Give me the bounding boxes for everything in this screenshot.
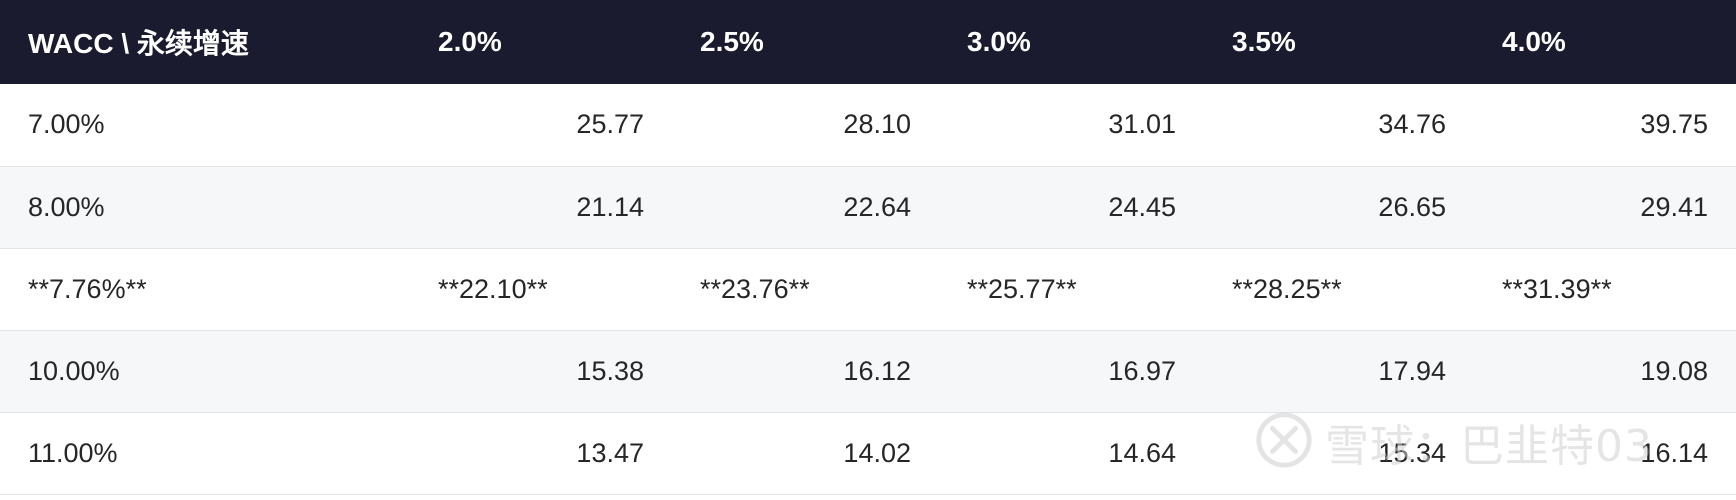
table-cell: 15.34 [1378,437,1446,468]
table-row: 11.00% 13.47 14.02 14.64 15.34 16.14 [0,412,1736,494]
table-cell: 28.10 [843,109,911,140]
row-label: 8.00% [28,191,105,222]
table-cell: 22.64 [843,191,911,222]
table-cell: 31.01 [1108,109,1176,140]
table-cell: 15.38 [576,355,644,386]
table-cell: 13.47 [576,437,644,468]
header-growth-3-5: 3.5% [1232,26,1296,57]
table-cell: **23.76** [700,273,810,304]
table-cell: 34.76 [1378,109,1446,140]
table-cell: **28.25** [1232,273,1342,304]
table-cell: 16.12 [843,355,911,386]
header-growth-3-0: 3.0% [967,26,1031,57]
row-label: **7.76%** [28,273,147,304]
table-cell: 21.14 [576,191,644,222]
table-cell: 17.94 [1378,355,1446,386]
table-header-row: WACC \ 永续增速 2.0% 2.5% 3.0% 3.5% 4.0% [0,0,1736,84]
row-label: 11.00% [28,437,118,468]
table-cell: 39.75 [1640,109,1708,140]
header-growth-4-0: 4.0% [1502,26,1566,57]
table-cell: 25.77 [576,109,644,140]
table-cell: 16.97 [1108,355,1176,386]
row-label: 10.00% [28,355,120,386]
table-row: 10.00% 15.38 16.12 16.97 17.94 19.08 [0,330,1736,412]
table-cell: **22.10** [438,273,548,304]
table-cell: 26.65 [1378,191,1446,222]
header-growth-2-0: 2.0% [438,26,502,57]
table-row: 8.00% 21.14 22.64 24.45 26.65 29.41 [0,166,1736,248]
table-row-highlight: **7.76%** **22.10** **23.76** **25.77** … [0,248,1736,330]
row-label: 7.00% [28,109,105,140]
table-cell: 29.41 [1640,191,1708,222]
table-row: 7.00% 25.77 28.10 31.01 34.76 39.75 [0,84,1736,166]
table-cell: 14.64 [1108,437,1176,468]
table-cell: 19.08 [1640,355,1708,386]
table-cell: 16.14 [1640,437,1708,468]
table-cell: **31.39** [1502,273,1612,304]
table-cell: 14.02 [843,437,911,468]
header-wacc-growth: WACC \ 永续增速 [28,28,249,59]
table-cell: **25.77** [967,273,1077,304]
header-growth-2-5: 2.5% [700,26,764,57]
table-cell: 24.45 [1108,191,1176,222]
